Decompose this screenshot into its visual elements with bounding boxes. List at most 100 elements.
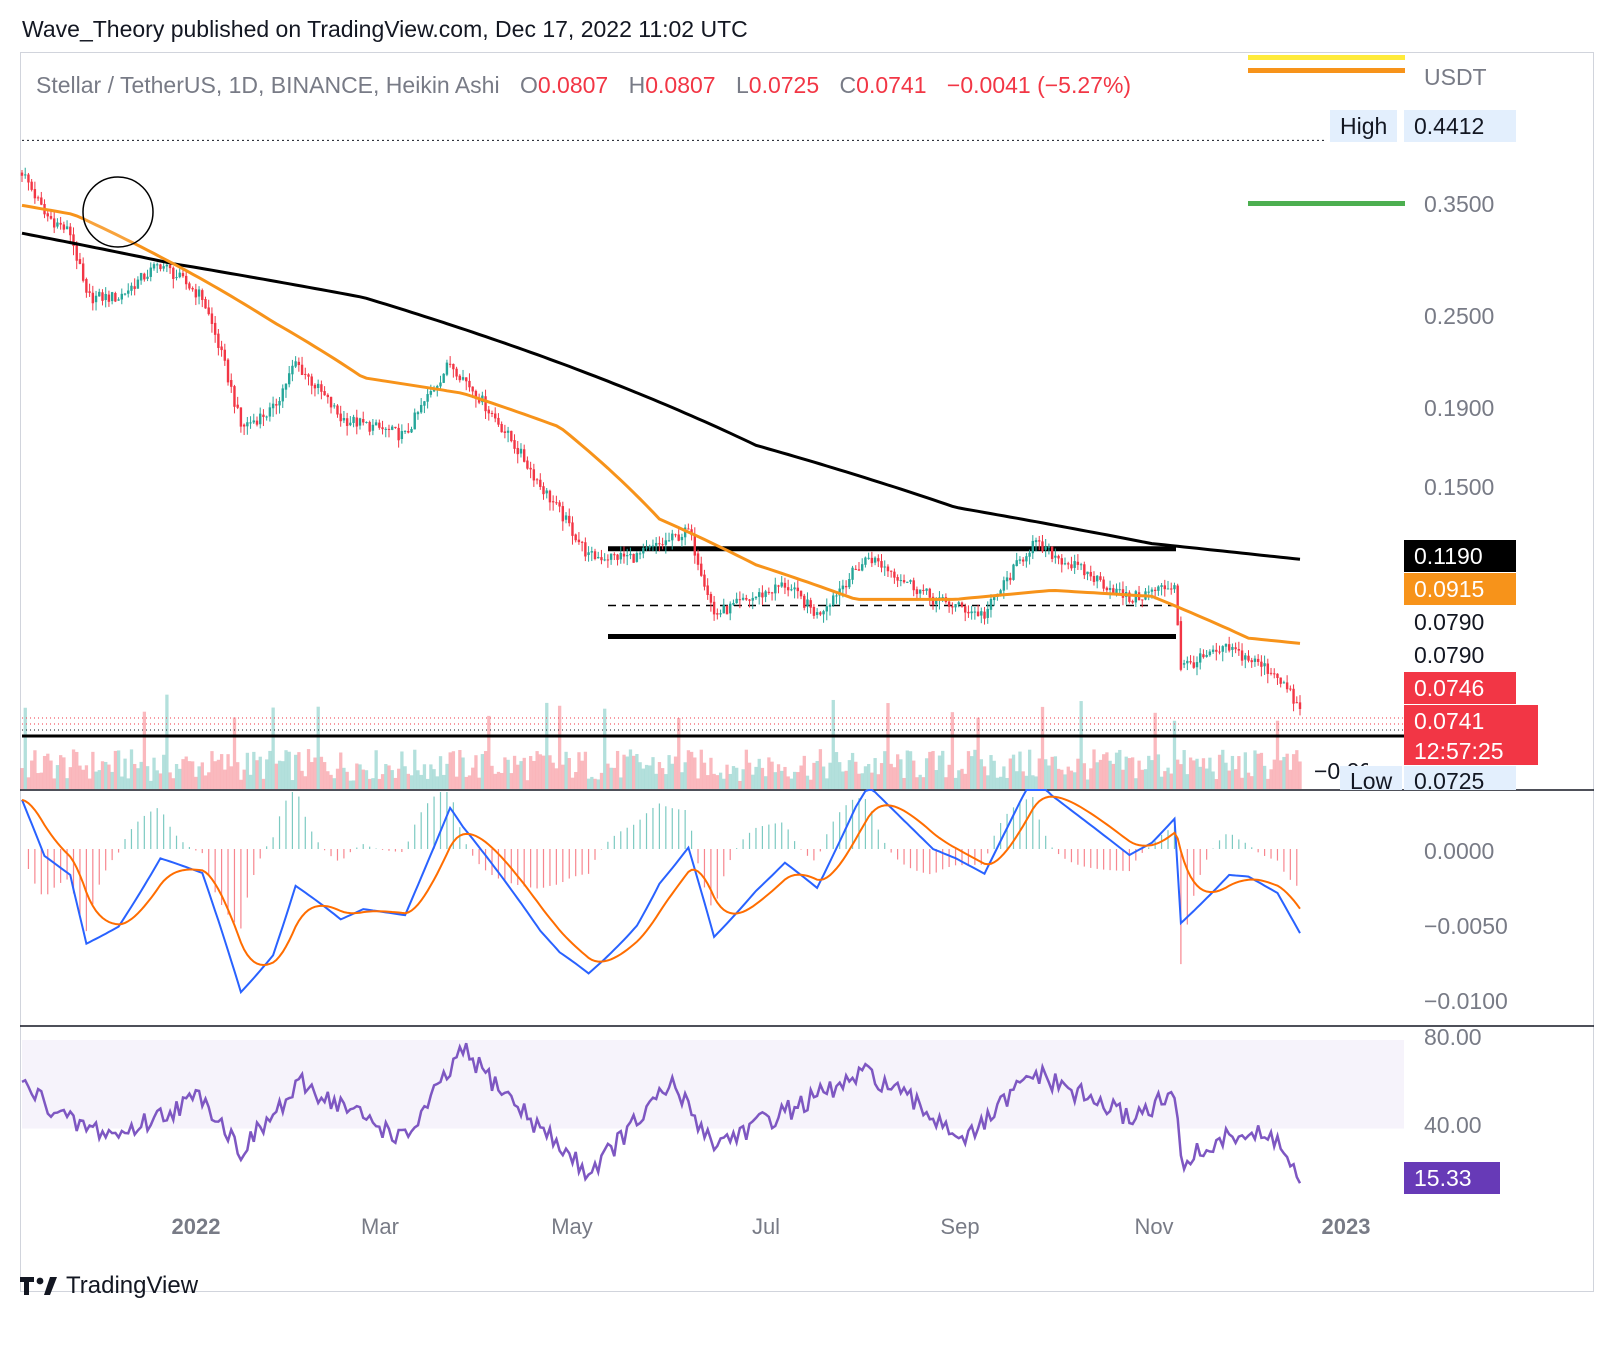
candle-body (513, 440, 516, 449)
candle-body (156, 264, 159, 266)
volume-bar (91, 751, 95, 789)
candle-body (487, 409, 490, 414)
volume-bar (799, 765, 803, 789)
candle-body (184, 275, 188, 285)
candle-body (526, 460, 529, 469)
candle-body (809, 600, 812, 608)
volume-bar (442, 774, 446, 789)
volume-bar (512, 755, 517, 789)
candle-body (757, 592, 761, 597)
candle-body (1060, 558, 1063, 565)
volume-bar (142, 711, 147, 789)
candle-body (143, 273, 146, 280)
volume-bar (928, 751, 932, 789)
volume-bar (339, 752, 343, 789)
candle-body (49, 216, 53, 219)
candle-body (1195, 662, 1199, 668)
volume-bar (290, 780, 295, 789)
candle-body (519, 448, 523, 454)
macd-scale-label: −0.0100 (1424, 988, 1508, 1014)
volume-bar (557, 705, 562, 789)
alert-line-yellow (1248, 55, 1405, 60)
volume-bar (654, 773, 658, 789)
candle-body (226, 359, 230, 383)
candle-body (59, 222, 62, 225)
candle-body (342, 417, 346, 421)
publish-header: Wave_Theory published on TradingView.com… (22, 16, 748, 42)
ma50-price-tag: 0.0915 (1404, 573, 1516, 605)
volume-bar (738, 780, 742, 789)
volume-bar (1240, 777, 1244, 789)
candle-body (378, 422, 381, 428)
candle-body (844, 585, 848, 588)
volume-bar (316, 706, 320, 789)
volume-bar (912, 760, 916, 789)
volume-bar (529, 756, 533, 789)
candle-body (313, 384, 317, 389)
candle-body (1211, 649, 1215, 652)
candle-body (867, 557, 870, 559)
volume-bar (744, 749, 749, 789)
candle-body (1018, 559, 1022, 561)
volume-bar (271, 707, 275, 789)
candle-body (287, 373, 291, 385)
candle-body (1102, 579, 1105, 589)
volume-bar (899, 759, 903, 789)
volume-bar (847, 760, 852, 789)
candle-body (729, 603, 732, 614)
volume-bar (178, 768, 182, 789)
candle-body (461, 377, 465, 380)
volume-bar (483, 751, 488, 789)
candle-body (423, 401, 426, 406)
candle-body (751, 597, 754, 601)
volume-bar (100, 761, 105, 789)
candle-body (1189, 661, 1192, 663)
high-tag-value: 0.4412 (1404, 110, 1516, 142)
volume-bar (818, 749, 823, 789)
candle-body (358, 418, 362, 426)
candle-body (925, 588, 928, 591)
volume-bar (84, 765, 89, 789)
volume-bar (1121, 769, 1125, 789)
candle-body (622, 553, 626, 557)
volume-bar (783, 766, 787, 789)
level-price-tag: 0.0790 (1404, 606, 1516, 638)
candle-body (127, 290, 130, 294)
volume-bar (886, 703, 890, 789)
candle-body (110, 292, 114, 302)
candle-body (1202, 654, 1205, 658)
volume-bar (1198, 766, 1202, 789)
candle-body (191, 288, 194, 290)
highlight-circle (82, 176, 154, 248)
volume-bar (689, 751, 694, 789)
candle-body (1131, 600, 1134, 603)
volume-bar (1008, 758, 1012, 789)
candle-body (474, 390, 478, 399)
volume-bar (203, 775, 208, 789)
candle-body (197, 289, 201, 297)
volume-bar (303, 776, 307, 789)
volume-bar (30, 760, 34, 789)
volume-bar (1034, 776, 1038, 789)
candle-body (860, 564, 864, 571)
candle-body (886, 566, 890, 572)
candle-body (1244, 655, 1247, 660)
chart-frame[interactable] (20, 52, 1594, 1292)
candle-body (783, 582, 787, 588)
volume-bar (1040, 706, 1045, 789)
candle-body (584, 542, 587, 557)
candle-body (394, 426, 397, 429)
candle-body (1205, 655, 1208, 657)
volume-bar (52, 778, 56, 789)
volume-bar (403, 766, 407, 789)
candle-body (178, 272, 181, 278)
candle-body (625, 555, 629, 557)
volume-bar (754, 766, 758, 789)
volume-bar (26, 777, 31, 789)
volume-bar (242, 769, 246, 789)
volume-bar (648, 765, 652, 789)
volume-bar (1076, 758, 1080, 789)
volume-bar (718, 772, 723, 789)
volume-bar (1050, 756, 1054, 789)
